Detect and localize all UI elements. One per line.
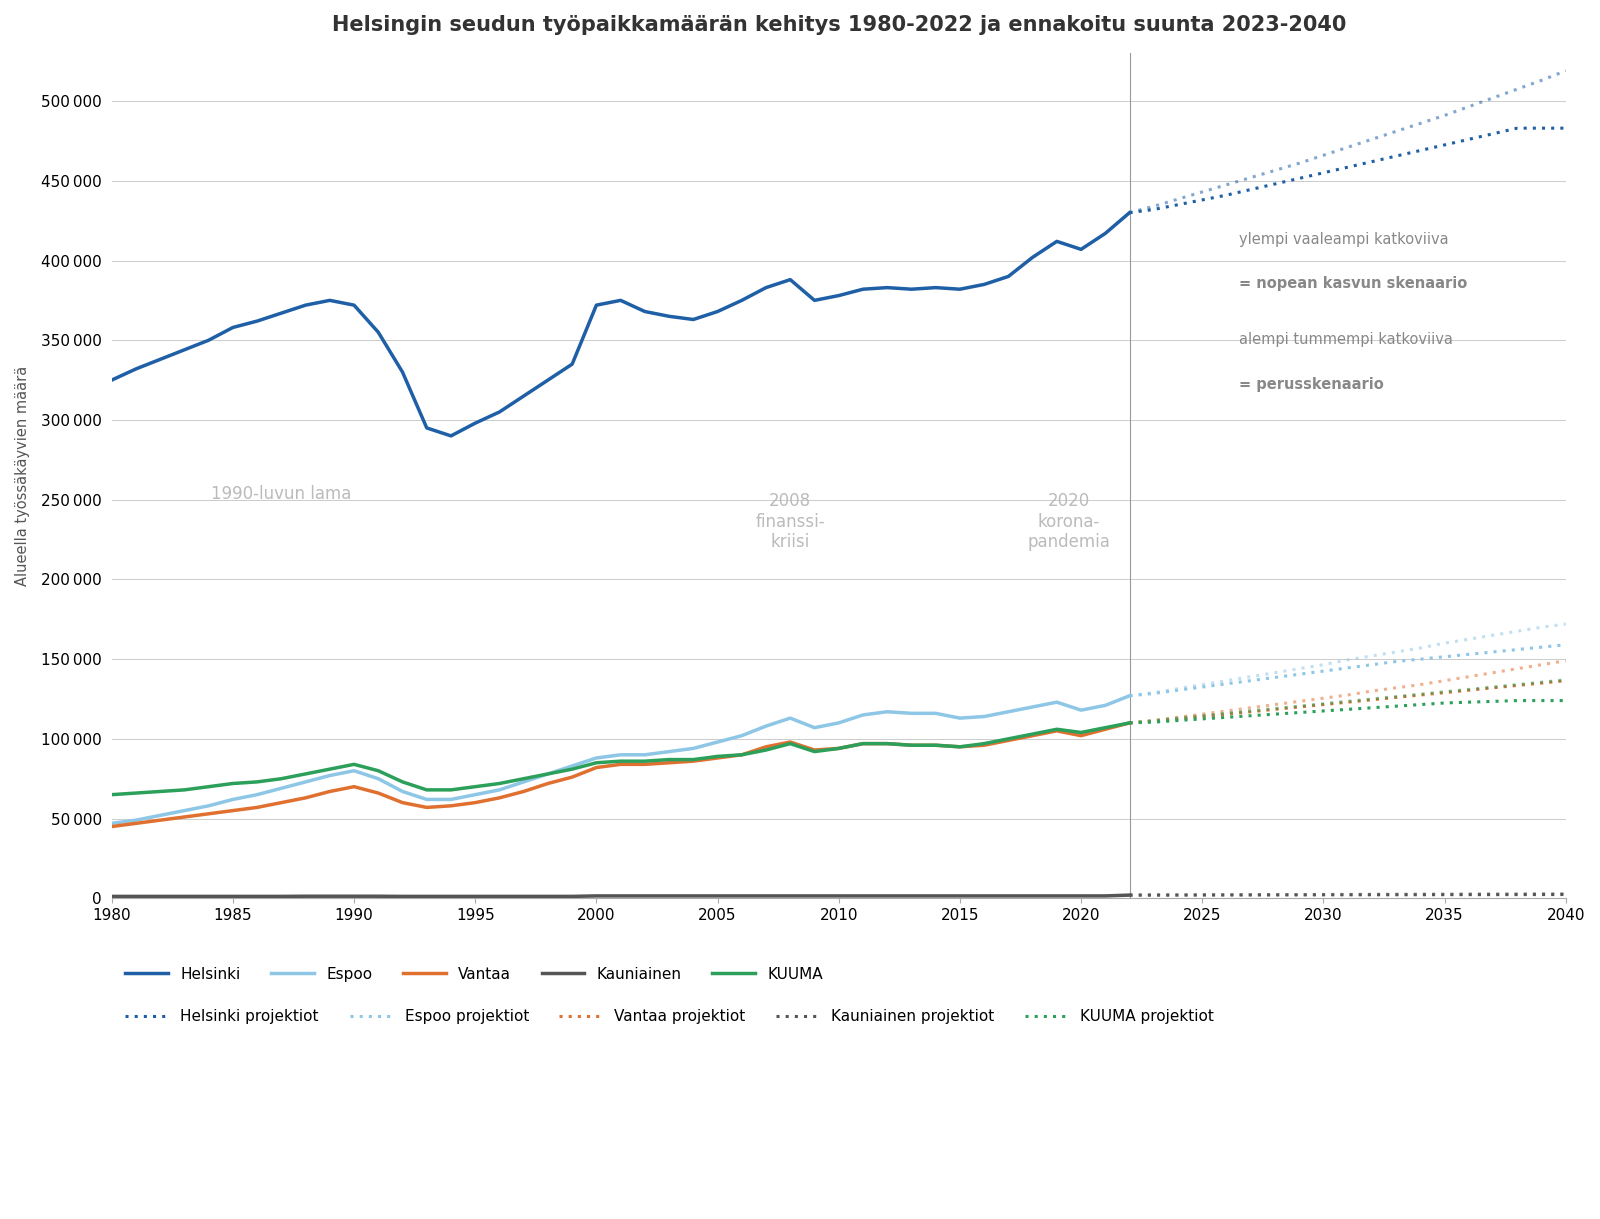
Legend: Helsinki projektiot, Espoo projektiot, Vantaa projektiot, Kauniainen projektiot,: Helsinki projektiot, Espoo projektiot, V… [120,1003,1221,1030]
Text: = nopean kasvun skenaario: = nopean kasvun skenaario [1238,277,1467,291]
Y-axis label: Alueella työssäkäyvien määrä: Alueella työssäkäyvien määrä [14,366,30,586]
Text: 2008
finanssi-
kriisi: 2008 finanssi- kriisi [755,491,826,551]
Text: ylempi vaaleampi katkoviiva: ylempi vaaleampi katkoviiva [1238,232,1448,246]
Text: = perusskenaario: = perusskenaario [1238,377,1384,391]
Text: 1990-luvun lama: 1990-luvun lama [211,485,352,503]
Title: Helsingin seudun työpaikkamäärän kehitys 1980-2022 ja ennakoitu suunta 2023-2040: Helsingin seudun työpaikkamäärän kehitys… [331,15,1346,35]
Text: 2020
korona-
pandemia: 2020 korona- pandemia [1027,491,1110,551]
Text: alempi tummempi katkoviiva: alempi tummempi katkoviiva [1238,333,1453,347]
